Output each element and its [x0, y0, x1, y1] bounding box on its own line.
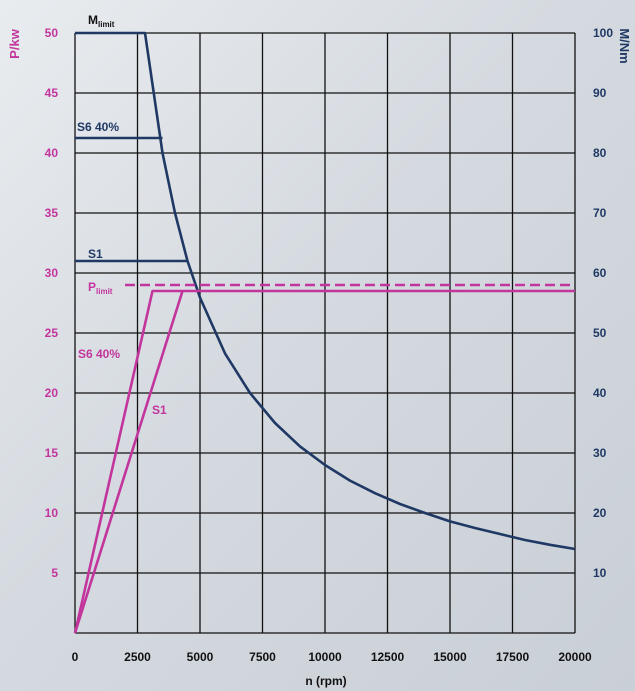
x-tick-label-8: 20000	[558, 650, 592, 664]
right-tick-label-3: 40	[593, 386, 607, 400]
right-tick-label-7: 80	[593, 146, 607, 160]
label-m-limit-sub: limit	[98, 20, 115, 29]
x-tick-label-6: 15000	[433, 650, 467, 664]
label-power-s1: S1	[152, 403, 167, 417]
left-tick-label-3: 20	[45, 386, 59, 400]
right-tick-label-2: 30	[593, 446, 607, 460]
left-tick-label-4: 25	[45, 326, 59, 340]
x-tick-label-4: 10000	[308, 650, 342, 664]
left-tick-label-1: 10	[45, 506, 59, 520]
x-tick-label-2: 5000	[187, 650, 214, 664]
left-tick-label-8: 45	[45, 86, 59, 100]
left-tick-label-9: 50	[45, 26, 59, 40]
label-p-limit-sub: limit	[96, 287, 113, 296]
series	[73, 31, 576, 634]
label-torque-s1: S1	[88, 247, 103, 261]
x-tick-label-0: 0	[72, 650, 79, 664]
left-tick-label-5: 30	[45, 266, 59, 280]
right-tick-label-8: 90	[593, 86, 607, 100]
right-tick-label-5: 60	[593, 266, 607, 280]
x-axis-title: n (rpm)	[305, 674, 346, 688]
torque-line-0	[75, 31, 576, 551]
right-axis-title: M/Nm	[617, 28, 632, 63]
label-p-limit: Plimit	[88, 280, 113, 296]
left-axis-title: P/kw	[7, 28, 22, 59]
x-tick-label-5: 12500	[371, 650, 405, 664]
power-line-2	[73, 290, 184, 634]
right-tick-label-6: 70	[593, 206, 607, 220]
left-tick-label-6: 35	[45, 206, 59, 220]
power-line-1	[73, 289, 575, 634]
left-tick-label-2: 15	[45, 446, 59, 460]
x-tick-label-1: 2500	[124, 650, 151, 664]
x-tick-label-3: 7500	[249, 650, 276, 664]
grid	[74, 32, 576, 634]
label-m-limit: Mlimit	[88, 13, 115, 29]
right-tick-label-9: 100	[593, 26, 613, 40]
left-tick-label-0: 5	[51, 566, 58, 580]
right-tick-label-1: 20	[593, 506, 607, 520]
label-power-s6: S6 40%	[78, 347, 120, 361]
labels: 0 2500 5000 7500 10000 12500 15000 17500 20000 5 1…	[7, 13, 632, 688]
right-tick-label-4: 50	[593, 326, 607, 340]
x-tick-label-7: 17500	[496, 650, 530, 664]
label-m-limit-main: M	[88, 13, 98, 27]
left-tick-label-7: 40	[45, 146, 59, 160]
right-tick-label-0: 10	[593, 566, 607, 580]
label-p-limit-main: P	[88, 280, 96, 294]
label-torque-s6: S6 40%	[77, 120, 119, 134]
